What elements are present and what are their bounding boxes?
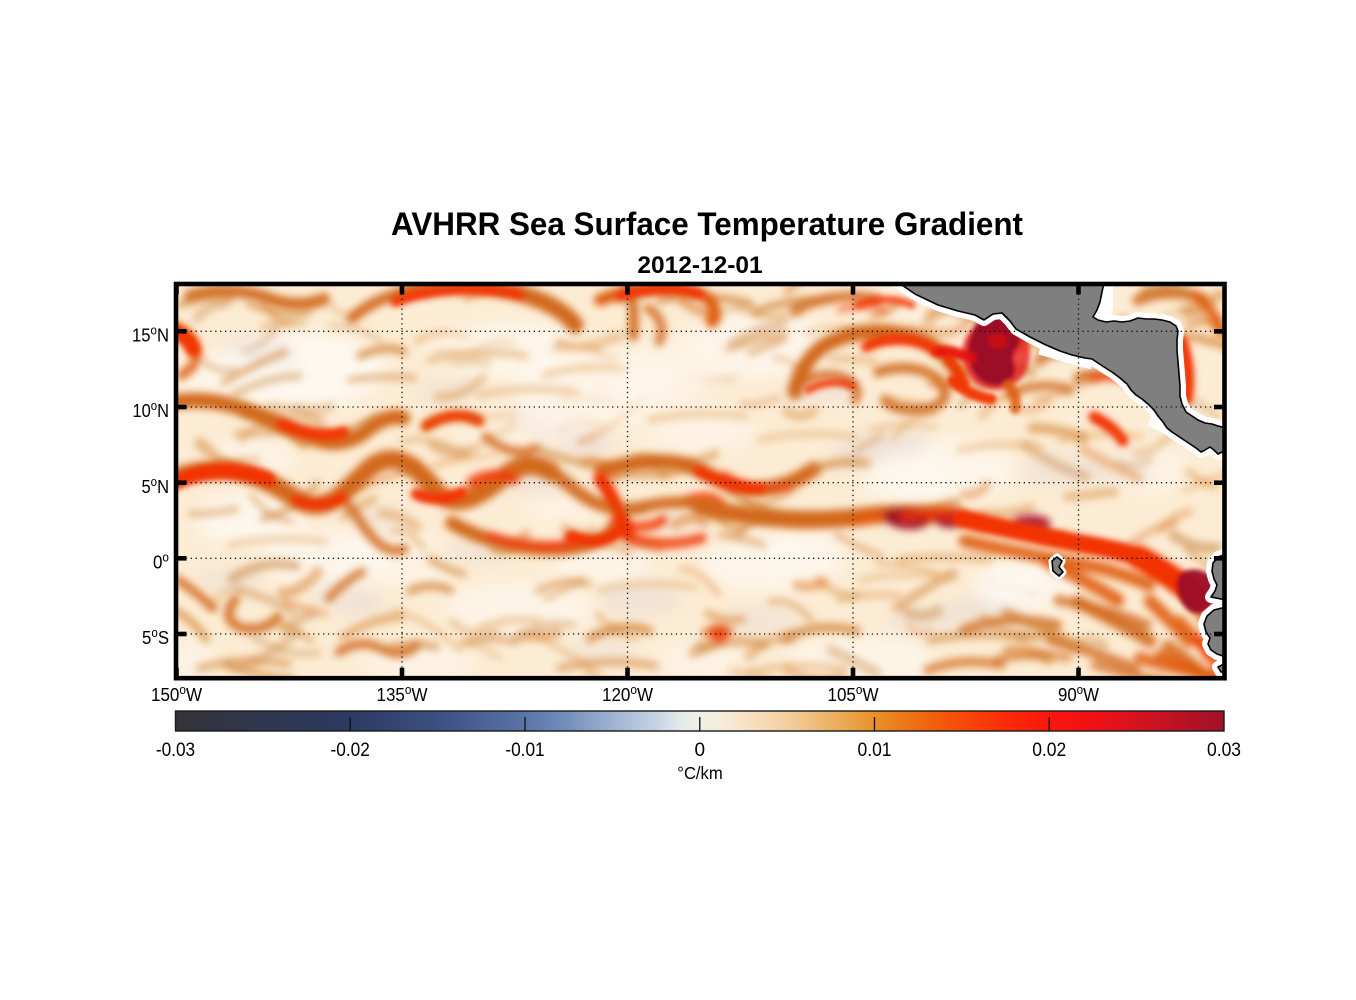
svg-text:0.02: 0.02 <box>1032 740 1066 761</box>
svg-text:5oN: 5oN <box>142 474 170 497</box>
svg-text:105oW: 105oW <box>828 682 880 705</box>
svg-text:AVHRR Sea Surface Temperature: AVHRR Sea Surface Temperature Gradient <box>391 206 1023 242</box>
svg-text:-0.03: -0.03 <box>156 740 195 761</box>
svg-text:0: 0 <box>695 740 706 761</box>
svg-text:°C/km: °C/km <box>677 763 722 783</box>
svg-text:5oS: 5oS <box>142 625 169 648</box>
svg-text:0.03: 0.03 <box>1207 740 1241 761</box>
svg-text:90oW: 90oW <box>1058 682 1100 705</box>
svg-text:-0.02: -0.02 <box>331 740 370 761</box>
svg-text:120oW: 120oW <box>602 682 654 705</box>
svg-text:0.01: 0.01 <box>858 740 892 761</box>
svg-text:135oW: 135oW <box>377 682 429 705</box>
svg-text:150oW: 150oW <box>151 682 203 705</box>
svg-text:-0.01: -0.01 <box>505 740 544 761</box>
svg-text:0o: 0o <box>153 550 169 573</box>
svg-text:10oN: 10oN <box>133 398 170 421</box>
svg-text:15oN: 15oN <box>132 323 169 346</box>
svg-text:2012-12-01: 2012-12-01 <box>637 252 762 279</box>
